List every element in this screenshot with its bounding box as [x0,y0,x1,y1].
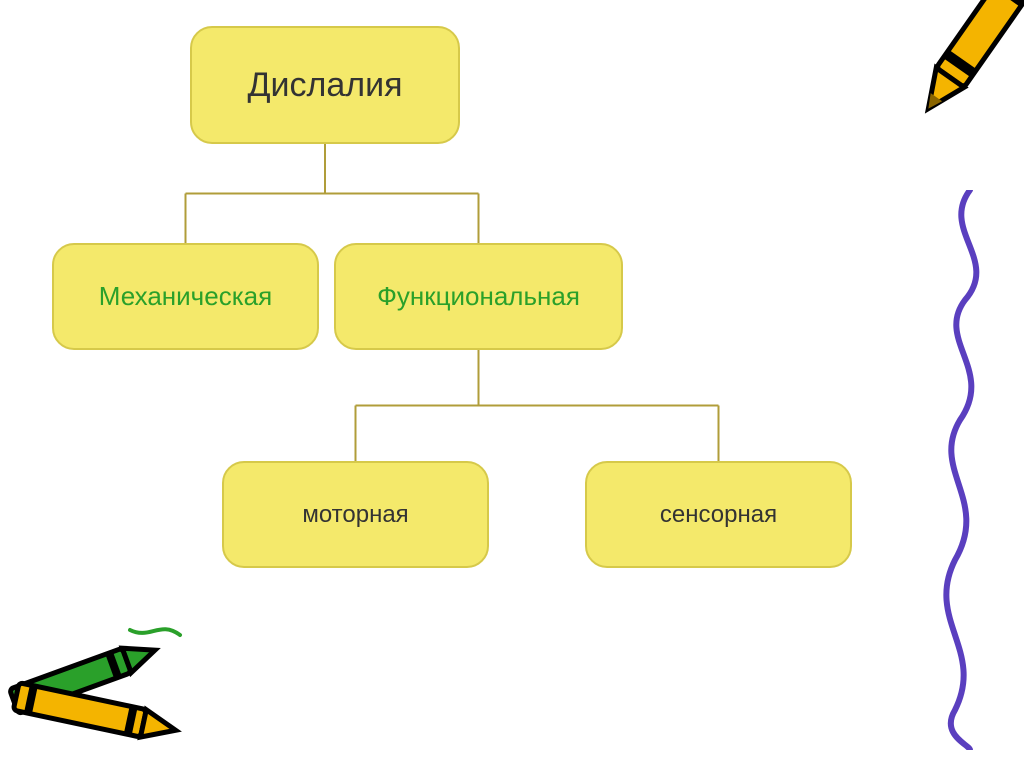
node-label: Функциональная [377,281,580,312]
node-label: Дислалия [247,66,402,105]
diagram-canvas: Дислалия Механическая Функциональная моторн… [0,0,1024,768]
node-func: Функциональная [334,243,623,350]
node-label: сенсорная [660,501,777,529]
squiggle-icon [930,190,1010,750]
node-label: Механическая [99,281,272,312]
node-sens: сенсорная [585,461,852,568]
node-label: моторная [302,501,408,529]
crayons-icon [0,560,210,768]
node-motor: моторная [222,461,489,568]
node-mech: Механическая [52,243,319,350]
crayon-icon [895,0,1024,180]
node-root: Дислалия [190,26,460,144]
